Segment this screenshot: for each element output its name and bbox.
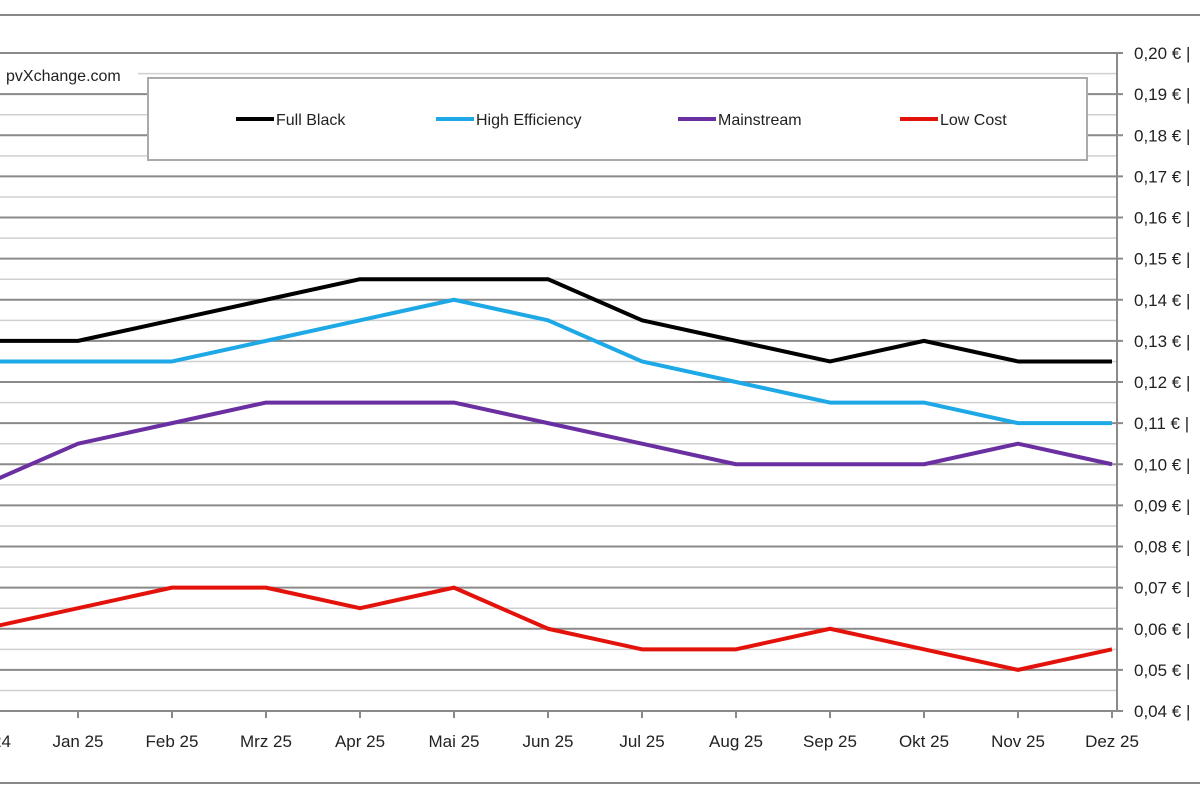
series-lines — [0, 277, 1113, 672]
x-tick-label: Jul 25 — [619, 732, 664, 751]
y-tick-label: 0,10 € | — [1134, 455, 1190, 474]
legend-label-high-efficiency: High Efficiency — [476, 112, 582, 129]
legend-label-mainstream: Mainstream — [718, 112, 802, 129]
series-line-full-black — [0, 277, 1112, 364]
y-tick-label: 0,15 € | — [1134, 250, 1190, 269]
source-label-bg — [0, 62, 138, 88]
axes: 0,20 € | 0,19 € | 0,18 € | 0,17 € | 0,16 € |… — [0, 44, 1190, 751]
legend: Full Black High Efficiency Mainstream Low C… — [147, 77, 1088, 161]
y-tick-label: 0,13 € | — [1134, 332, 1190, 351]
x-tick-label: Dez 25 — [1085, 732, 1139, 751]
x-tick-label: Okt 25 — [899, 732, 949, 751]
series-line-low-cost — [0, 585, 1113, 672]
legend-label-full-black: Full Black — [276, 112, 346, 129]
y-tick-label: 0,08 € | — [1134, 538, 1190, 557]
x-tick-label: Apr 25 — [335, 732, 385, 751]
y-tick-label: 0,14 € | — [1134, 291, 1190, 310]
x-tick-label: Sep 25 — [803, 732, 857, 751]
y-tick-label: 0,19 € | — [1134, 85, 1190, 104]
x-tick-label: Mrz 25 — [240, 732, 292, 751]
y-tick-label: 0,04 € | — [1134, 702, 1190, 721]
x-tick-label: Aug 25 — [709, 732, 763, 751]
source-label: pvXchange.com — [6, 68, 121, 85]
x-tick-label: Dez 24 — [0, 732, 11, 751]
y-tick-label: 0,17 € | — [1134, 167, 1190, 186]
x-tick-label: Jun 25 — [522, 732, 573, 751]
legend-label-low-cost: Low Cost — [940, 112, 1007, 129]
x-tick-label: Nov 25 — [991, 732, 1045, 751]
y-tick-label: 0,09 € | — [1134, 496, 1190, 515]
y-tick-label: 0,18 € | — [1134, 126, 1190, 145]
y-tick-label: 0,07 € | — [1134, 579, 1190, 598]
series-line-high-efficiency — [0, 297, 1112, 426]
y-tick-label: 0,11 € | — [1134, 414, 1189, 433]
y-tick-label: 0,16 € | — [1134, 209, 1190, 228]
y-tick-label: 0,05 € | — [1134, 661, 1190, 680]
y-tick-label: 0,20 € | — [1134, 44, 1190, 63]
y-tick-label: 0,06 € | — [1134, 620, 1190, 639]
series-line-mainstream — [0, 400, 1113, 480]
x-tick-label: Mai 25 — [428, 732, 479, 751]
x-tick-label: Jan 25 — [52, 732, 103, 751]
y-tick-label: 0,12 € | — [1134, 373, 1190, 392]
x-tick-label: Feb 25 — [146, 732, 199, 751]
